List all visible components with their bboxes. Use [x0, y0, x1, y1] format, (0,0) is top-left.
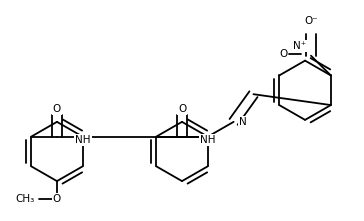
Text: O⁻: O⁻ — [304, 16, 318, 26]
Text: NH: NH — [75, 135, 91, 145]
Text: N⁺: N⁺ — [293, 41, 306, 51]
Text: O: O — [178, 104, 186, 114]
Text: O: O — [53, 194, 61, 204]
Text: N: N — [238, 117, 246, 127]
Text: NH: NH — [200, 135, 215, 145]
Text: CH₃: CH₃ — [16, 194, 35, 204]
Text: O: O — [53, 104, 61, 114]
Text: O: O — [279, 49, 287, 59]
